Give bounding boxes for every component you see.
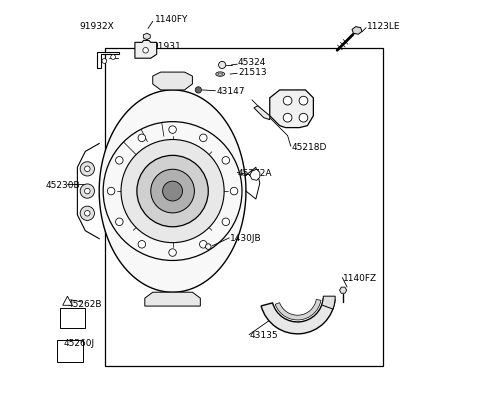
Text: 45230B: 45230B	[46, 181, 80, 189]
Circle shape	[108, 187, 115, 195]
Text: 91932X: 91932X	[79, 22, 114, 31]
Bar	[105, 48, 383, 366]
Text: 1140FZ: 1140FZ	[343, 274, 377, 283]
Text: 21513: 21513	[238, 68, 267, 76]
Text: 45262B: 45262B	[68, 300, 102, 308]
Polygon shape	[135, 40, 156, 58]
Polygon shape	[153, 72, 192, 90]
Circle shape	[116, 218, 123, 226]
Circle shape	[80, 162, 95, 176]
Circle shape	[230, 187, 238, 195]
Circle shape	[299, 113, 308, 122]
Text: 45218D: 45218D	[291, 143, 327, 152]
Text: 43147: 43147	[216, 88, 245, 96]
Circle shape	[283, 113, 292, 122]
Text: 45324: 45324	[238, 58, 266, 67]
Polygon shape	[63, 296, 72, 305]
Circle shape	[222, 156, 229, 164]
Polygon shape	[270, 90, 313, 128]
Circle shape	[195, 87, 202, 93]
Circle shape	[102, 59, 107, 63]
Circle shape	[143, 47, 148, 53]
Circle shape	[151, 169, 194, 213]
Text: 43135: 43135	[250, 331, 278, 340]
Circle shape	[111, 55, 116, 59]
Text: 1140FY: 1140FY	[155, 15, 188, 24]
Polygon shape	[99, 90, 246, 292]
Polygon shape	[250, 169, 260, 180]
Ellipse shape	[216, 72, 225, 76]
Wedge shape	[261, 298, 335, 334]
Circle shape	[116, 156, 123, 164]
Polygon shape	[145, 292, 200, 306]
Circle shape	[80, 184, 95, 198]
Wedge shape	[275, 299, 321, 320]
Circle shape	[218, 61, 226, 68]
Polygon shape	[339, 287, 347, 293]
Circle shape	[169, 126, 176, 133]
Text: 1430JB: 1430JB	[230, 234, 262, 243]
Circle shape	[137, 155, 208, 227]
Circle shape	[200, 134, 207, 142]
Circle shape	[84, 211, 90, 216]
Text: 45260J: 45260J	[63, 339, 95, 348]
Circle shape	[84, 188, 90, 194]
Wedge shape	[322, 296, 335, 309]
Text: 45272A: 45272A	[238, 169, 273, 178]
Circle shape	[163, 181, 182, 201]
Circle shape	[283, 96, 292, 105]
Polygon shape	[97, 52, 119, 68]
Circle shape	[169, 249, 176, 256]
Text: 91931: 91931	[152, 42, 180, 51]
Circle shape	[222, 218, 229, 226]
Circle shape	[80, 206, 95, 220]
Polygon shape	[254, 106, 270, 120]
Text: 1123LE: 1123LE	[367, 22, 400, 31]
Polygon shape	[144, 33, 150, 39]
Polygon shape	[352, 27, 362, 34]
Circle shape	[138, 240, 145, 248]
Circle shape	[200, 240, 207, 248]
Circle shape	[84, 166, 90, 172]
Ellipse shape	[218, 73, 223, 75]
Bar	[60, 308, 85, 328]
Circle shape	[121, 140, 224, 243]
Circle shape	[138, 134, 145, 142]
Bar	[57, 340, 83, 362]
Circle shape	[205, 244, 211, 250]
Circle shape	[299, 96, 308, 105]
